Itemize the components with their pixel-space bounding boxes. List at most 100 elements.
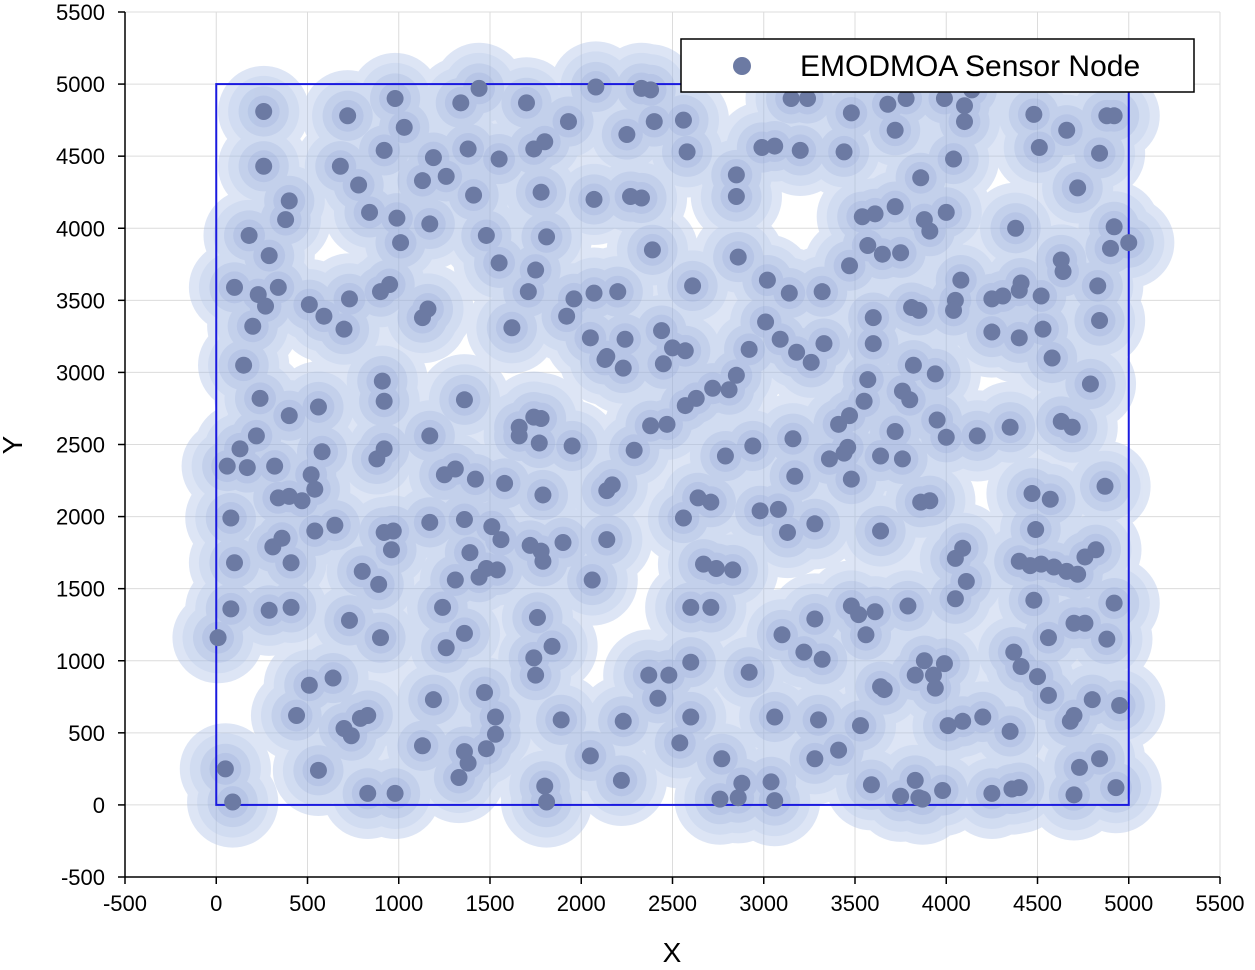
sensor-node-point bbox=[477, 226, 495, 244]
sensor-node-point bbox=[235, 356, 253, 374]
sensor-node-point bbox=[921, 222, 939, 240]
sensor-node-point bbox=[649, 689, 667, 707]
sensor-node-point bbox=[455, 624, 473, 642]
sensor-node-point bbox=[419, 300, 437, 318]
sensor-node-point bbox=[612, 771, 630, 789]
sensor-node-point bbox=[1052, 251, 1070, 269]
sensor-node-point bbox=[536, 777, 554, 795]
sensor-node-point bbox=[757, 313, 775, 331]
sensor-node-point bbox=[766, 137, 784, 155]
sensor-node-point bbox=[678, 143, 696, 161]
sensor-node-point bbox=[886, 198, 904, 216]
sensor-node-point bbox=[618, 126, 636, 144]
sensor-node-point bbox=[842, 104, 860, 122]
sensor-node-point bbox=[1010, 779, 1028, 797]
y-tick-label: 500 bbox=[68, 721, 105, 746]
sensor-node-point bbox=[1096, 477, 1114, 495]
sensor-node-point bbox=[324, 669, 342, 687]
sensor-node-point bbox=[1098, 630, 1116, 648]
sensor-node-point bbox=[875, 681, 893, 699]
sensor-node-point bbox=[222, 509, 240, 527]
y-tick-label: 1000 bbox=[56, 649, 105, 674]
sensor-node-point bbox=[486, 725, 504, 743]
sensor-node-point bbox=[359, 707, 377, 725]
sensor-node-point bbox=[240, 226, 258, 244]
legend-box bbox=[680, 38, 1195, 93]
sensor-node-point bbox=[806, 515, 824, 533]
sensor-node-point bbox=[946, 590, 964, 608]
sensor-node-point bbox=[459, 140, 477, 158]
y-tick-label: 5500 bbox=[56, 0, 105, 25]
sensor-node-point bbox=[658, 415, 676, 433]
sensor-node-point bbox=[554, 534, 572, 552]
sensor-node-point bbox=[421, 427, 439, 445]
sensor-node-point bbox=[835, 143, 853, 161]
sensor-node-point bbox=[815, 335, 833, 353]
sensor-node-point bbox=[496, 474, 514, 492]
sensor-node-point bbox=[1029, 668, 1046, 686]
sensor-node-point bbox=[653, 322, 671, 340]
sensor-node-point bbox=[280, 192, 298, 210]
sensor-node-point bbox=[353, 562, 371, 580]
sensor-node-point bbox=[802, 353, 820, 371]
sensor-node-point bbox=[724, 561, 742, 579]
sensor-node-point bbox=[766, 792, 784, 810]
y-tick-label: 4000 bbox=[56, 216, 105, 241]
sensor-node-point bbox=[733, 774, 751, 792]
sensor-node-point bbox=[862, 776, 880, 794]
sensor-node-point bbox=[257, 297, 275, 315]
sensor-node-point bbox=[452, 94, 470, 112]
sensor-node-point bbox=[340, 290, 358, 308]
sensor-node-point bbox=[386, 90, 404, 107]
sensor-node-point bbox=[532, 410, 550, 428]
sensor-node-point bbox=[1025, 105, 1043, 123]
sensor-node-point bbox=[921, 492, 939, 510]
sensor-node-point bbox=[1025, 591, 1043, 609]
sensor-node-point bbox=[587, 78, 605, 96]
sensor-node-point bbox=[983, 323, 1001, 341]
sensor-node-point bbox=[465, 186, 483, 204]
sensor-node-point bbox=[585, 190, 603, 208]
sensor-node-point bbox=[766, 708, 784, 726]
sensor-node-point bbox=[682, 598, 700, 616]
sensor-node-point bbox=[437, 639, 455, 657]
y-axis-ticks: -500 0 500 1000 1500 2000 2500 3000 3500 4000 4500… bbox=[56, 0, 125, 890]
sensor-node-point bbox=[1012, 274, 1030, 292]
sensor-node-point bbox=[585, 284, 603, 302]
sensor-node-point bbox=[616, 330, 634, 348]
x-tick-label: 2500 bbox=[648, 891, 697, 916]
sensor-node-point bbox=[614, 359, 632, 377]
sensor-node-point bbox=[682, 708, 700, 726]
sensor-node-point bbox=[892, 244, 910, 262]
x-tick-label: 3500 bbox=[831, 891, 880, 916]
sensor-node-point bbox=[534, 486, 552, 504]
sensor-node-point bbox=[266, 457, 284, 475]
legend: EMODMOA Sensor Node bbox=[680, 38, 1195, 93]
x-tick-label: 5500 bbox=[1196, 891, 1245, 916]
sensor-node-point bbox=[335, 320, 353, 338]
sensor-node-point bbox=[1032, 555, 1050, 573]
sensor-node-point bbox=[342, 727, 360, 745]
sensor-node-point bbox=[470, 79, 488, 97]
sensor-node-point bbox=[598, 531, 616, 549]
sensor-node-point bbox=[654, 355, 672, 373]
sensor-node-point bbox=[209, 629, 227, 647]
sensor-node-point bbox=[1001, 418, 1019, 436]
sensor-node-point bbox=[434, 598, 452, 616]
sensor-node-point bbox=[280, 487, 298, 505]
y-tick-label: 0 bbox=[93, 793, 105, 818]
sensor-node-point bbox=[695, 555, 713, 573]
sensor-node-point bbox=[769, 500, 787, 518]
sensor-node-point bbox=[534, 552, 552, 570]
sensor-node-point bbox=[424, 691, 442, 709]
sensor-node-point bbox=[778, 523, 796, 541]
sensor-node-point bbox=[799, 90, 817, 107]
sensor-node-point bbox=[782, 90, 800, 107]
sensor-node-point bbox=[855, 392, 873, 410]
sensor-node-point bbox=[395, 118, 413, 136]
sensor-node-point bbox=[519, 283, 537, 301]
sensor-node-point bbox=[937, 428, 955, 446]
sensor-node-point bbox=[309, 761, 327, 779]
sensor-node-point bbox=[359, 784, 377, 802]
